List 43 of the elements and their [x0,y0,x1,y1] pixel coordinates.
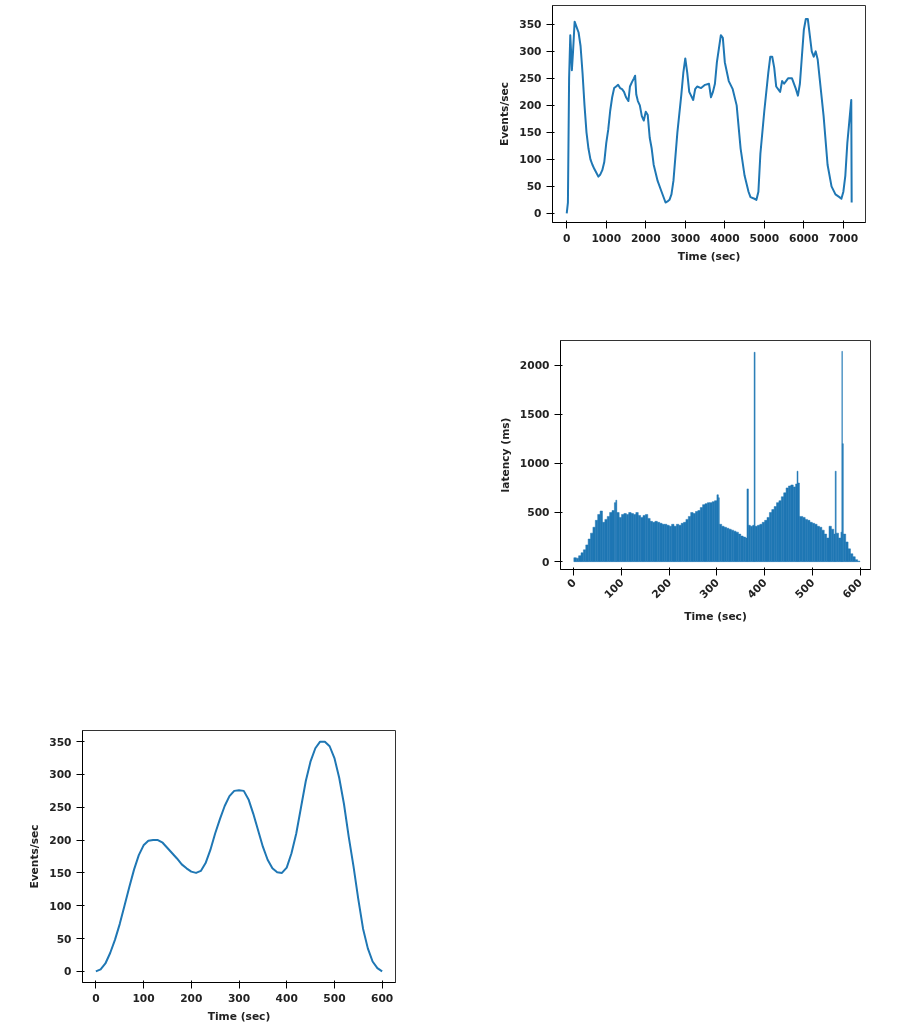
y-tick-label: 250 [49,801,72,815]
y-tick-label: 1000 [519,457,550,471]
x-axis-title: Time (sec) [207,1009,271,1023]
x-tick-label: 0 [92,991,100,1005]
y-axis-title: latency (ms) [498,417,512,493]
y-tick-label: 300 [49,768,72,782]
y-tick-label: 0 [534,207,542,221]
y-tick-label: 300 [519,45,542,59]
y-tick-label: 100 [519,153,542,167]
y-axis-title: Events/sec [498,81,512,147]
y-tick-label: 2000 [519,359,550,373]
y-tick-label: 150 [49,866,72,880]
x-tick-label: 7000 [828,231,859,245]
x-tick-label: 100 [132,991,155,1005]
x-tick-label: 0 [564,576,579,591]
x-tick-label: 400 [275,991,298,1005]
x-tick-label: 200 [180,991,203,1005]
y-tick-label: 0 [64,965,72,979]
y-tick-label: 200 [49,834,72,848]
x-tick-label: 600 [371,991,394,1005]
y-axis-title: Events/sec [28,824,42,889]
y-tick-label: 1500 [519,408,550,422]
x-tick-label: 0 [563,231,571,245]
y-tick-label: 50 [526,180,542,194]
x-axis-title: Time (sec) [677,249,741,263]
x-tick-label: 500 [323,991,346,1005]
y-tick-label: 250 [519,72,542,86]
y-tick-label: 150 [519,126,542,140]
x-tick-label: 300 [227,991,251,1005]
y-tick-label: 200 [519,99,542,113]
x-tick-label: 3000 [670,231,701,245]
x-tick-label: 5000 [749,231,780,245]
x-tick-label: 4000 [709,231,740,245]
y-tick-label: 50 [56,932,72,946]
y-tick-label: 350 [49,735,72,749]
x-tick-label: 1000 [591,231,622,245]
y-tick-label: 350 [519,18,542,32]
x-axis-title: Time (sec) [684,609,747,623]
y-tick-label: 0 [542,555,550,569]
x-tick-label: 6000 [789,231,819,245]
y-tick-label: 100 [49,899,72,913]
x-tick-label: 2000 [630,231,661,245]
y-tick-label: 500 [527,506,550,520]
